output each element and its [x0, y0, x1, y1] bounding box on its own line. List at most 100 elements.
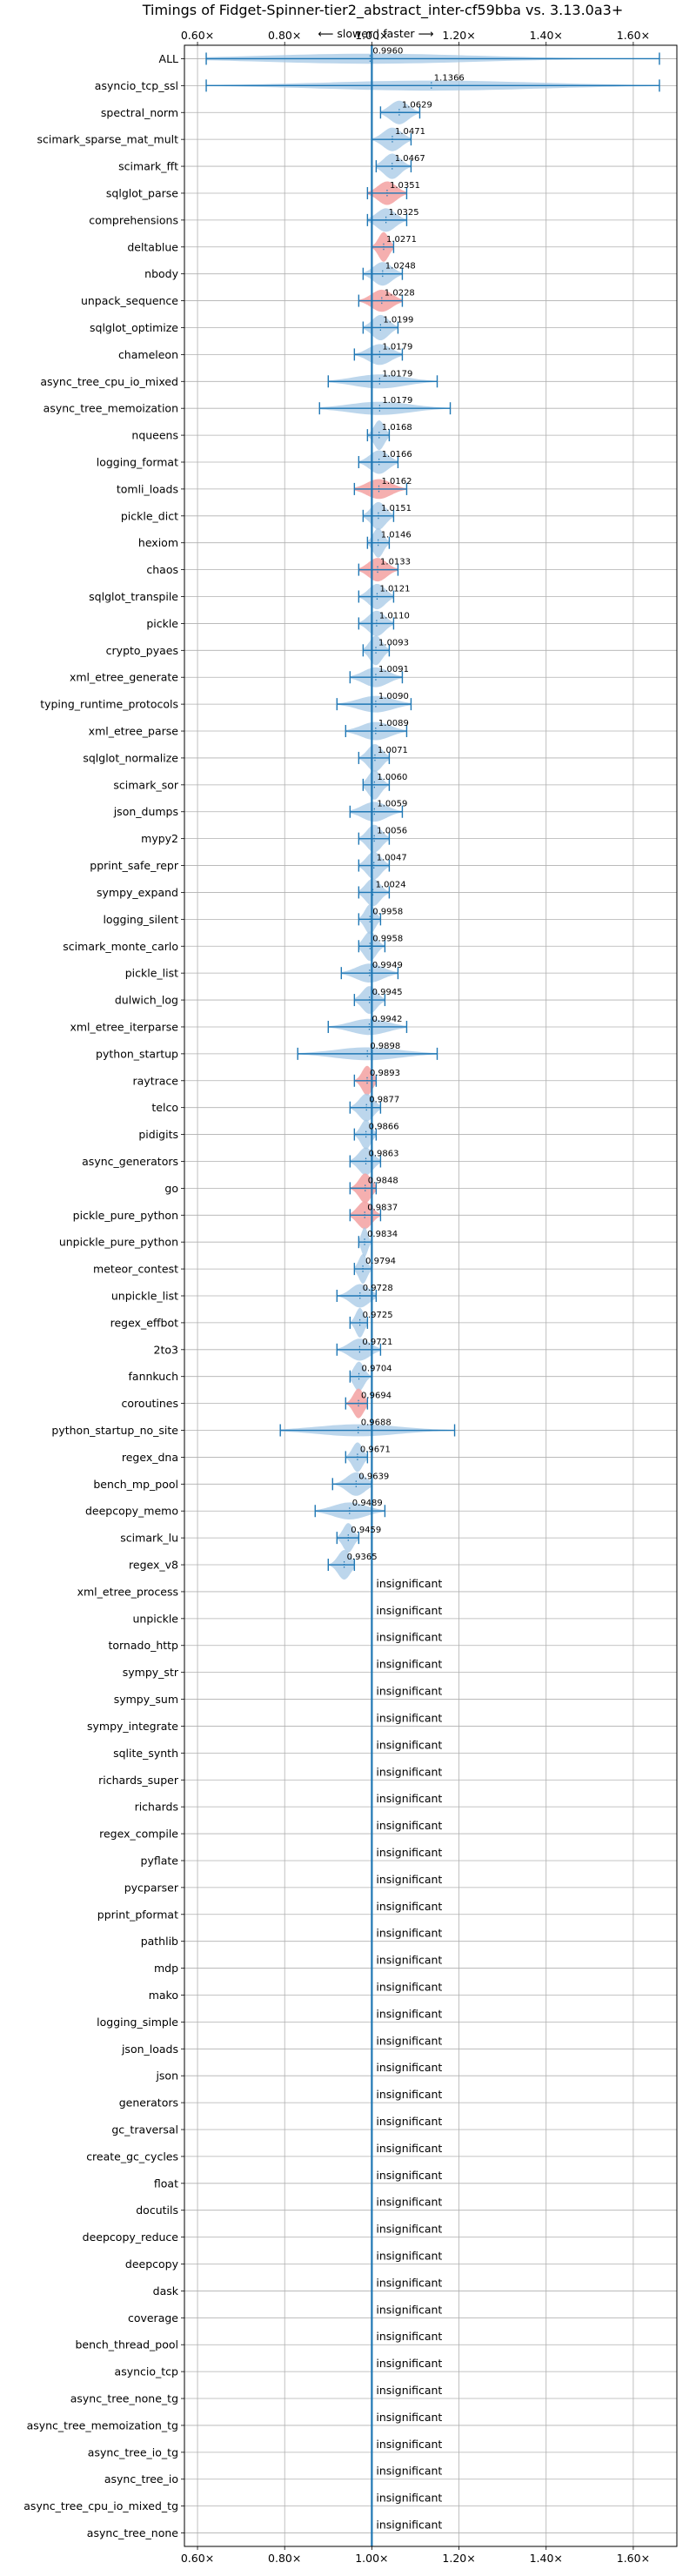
- y-tick-label: coverage: [128, 2311, 178, 2324]
- value-label: 1.0047: [377, 854, 407, 863]
- x-tick-label-bottom: 1.00×: [355, 2552, 388, 2565]
- y-tick-label: xml_etree_process: [77, 1585, 178, 1598]
- value-label: 1.0162: [381, 477, 412, 486]
- y-tick-label: async_tree_io_tg: [88, 2445, 178, 2459]
- insignificant-label: insignificant: [376, 2034, 442, 2047]
- insignificant-label: insignificant: [376, 1604, 442, 1617]
- y-tick-label: typing_runtime_protocols: [40, 698, 178, 711]
- insignificant-label: insignificant: [376, 1900, 442, 1913]
- value-label: 0.9949: [372, 961, 403, 970]
- y-tick-label: unpickle: [132, 1612, 178, 1625]
- insignificant-label: insignificant: [376, 2250, 442, 2263]
- x-tick-label-bottom: 1.60×: [617, 2552, 650, 2565]
- x-tick-label-bottom: 1.40×: [530, 2552, 563, 2565]
- x-tick-label-top: 0.80×: [268, 29, 301, 42]
- y-tick-label: pyflate: [141, 1854, 179, 1867]
- value-label: 0.9848: [368, 1176, 398, 1185]
- y-tick-label: pycparser: [124, 1881, 179, 1894]
- y-tick-label: async_tree_io: [104, 2472, 178, 2485]
- insignificant-label: insignificant: [376, 1738, 442, 1751]
- y-tick-label: json: [155, 2070, 178, 2083]
- y-tick-label: bench_thread_pool: [75, 2338, 178, 2351]
- value-label: 0.9893: [370, 1069, 400, 1078]
- value-label: 1.0199: [383, 315, 413, 325]
- insignificant-label: insignificant: [376, 2411, 442, 2424]
- y-tick-label: pickle_list: [125, 967, 178, 980]
- y-tick-label: docutils: [136, 2204, 178, 2217]
- y-tick-label: logging_silent: [103, 913, 178, 926]
- y-tick-label: mako: [149, 1989, 178, 2002]
- value-label: 1.0325: [389, 208, 419, 218]
- y-tick-label: async_generators: [82, 1155, 178, 1168]
- insignificant-label: insignificant: [376, 2223, 442, 2236]
- value-label: 0.9639: [358, 1472, 389, 1481]
- value-label: 1.0351: [390, 181, 420, 191]
- y-tick-label: meteor_contest: [93, 1263, 178, 1276]
- value-label: 0.9704: [362, 1365, 392, 1374]
- y-tick-label: crypto_pyaes: [106, 644, 178, 657]
- y-tick-label: richards: [135, 1801, 178, 1814]
- y-tick-label: sympy_expand: [97, 886, 178, 899]
- value-label: 1.0179: [382, 396, 412, 406]
- insignificant-label: insignificant: [376, 2330, 442, 2343]
- y-tick-label: bench_mp_pool: [93, 1478, 178, 1491]
- y-tick-label: spectral_norm: [101, 106, 178, 119]
- y-tick-label: sqlglot_normalize: [83, 751, 178, 764]
- value-label: 1.0151: [381, 504, 412, 513]
- direction-label: ⟵ slower | faster ⟶: [318, 27, 434, 40]
- insignificant-label: insignificant: [376, 1765, 442, 1778]
- value-label: 0.9945: [372, 988, 403, 997]
- value-label: 1.0471: [395, 127, 425, 137]
- value-label: 0.9489: [352, 1499, 383, 1508]
- insignificant-label: insignificant: [376, 2438, 442, 2451]
- y-tick-label: xml_etree_parse: [89, 725, 179, 738]
- y-tick-label: regex_compile: [99, 1828, 178, 1841]
- y-tick-label: json_dumps: [113, 805, 178, 818]
- x-tick-label-top: 1.40×: [530, 29, 563, 42]
- value-label: 1.0133: [380, 558, 411, 567]
- y-tick-label: async_tree_cpu_io_mixed: [40, 375, 178, 388]
- value-label: 1.0248: [385, 262, 416, 272]
- y-tick-label: tornado_http: [108, 1639, 178, 1652]
- y-tick-label: sqlite_synth: [113, 1747, 178, 1760]
- y-tick-label: asyncio_tcp: [115, 2365, 179, 2378]
- x-tick-label-top: 1.00×: [355, 29, 388, 42]
- y-tick-label: ALL: [159, 52, 179, 65]
- value-label: 1.0629: [402, 100, 432, 110]
- y-tick-label: regex_dna: [122, 1451, 178, 1464]
- value-label: 1.0059: [377, 800, 407, 809]
- y-tick-label: dulwich_log: [115, 994, 178, 1007]
- value-label: 1.0166: [382, 450, 412, 460]
- y-tick-label: xml_etree_iterparse: [70, 1020, 178, 1033]
- value-label: 1.0091: [378, 665, 409, 674]
- y-tick-label: pickle_pure_python: [73, 1209, 178, 1222]
- y-tick-label: unpickle_pure_python: [59, 1236, 178, 1249]
- y-tick-label: async_tree_memoization_tg: [27, 2418, 178, 2432]
- insignificant-label: insignificant: [376, 2519, 442, 2532]
- y-tick-label: python_startup: [96, 1047, 178, 1060]
- y-tick-label: create_gc_cycles: [86, 2150, 178, 2163]
- value-label: 1.0271: [386, 235, 417, 245]
- x-tick-label-bottom: 0.80×: [268, 2552, 301, 2565]
- y-tick-label: scimark_fft: [118, 160, 178, 173]
- y-tick-label: raytrace: [133, 1074, 179, 1087]
- value-label: 1.0168: [382, 423, 412, 433]
- insignificant-label: insignificant: [376, 2465, 442, 2478]
- y-tick-label: regex_effbot: [110, 1316, 178, 1329]
- insignificant-label: insignificant: [376, 1980, 442, 1993]
- y-tick-label: coroutines: [122, 1397, 178, 1410]
- value-label: 0.9958: [372, 907, 403, 916]
- y-tick-label: go: [164, 1182, 178, 1195]
- value-label: 0.9863: [369, 1149, 399, 1158]
- value-label: 0.9459: [351, 1526, 381, 1535]
- y-tick-label: float: [154, 2177, 178, 2190]
- y-tick-label-layer: ALL asyncio_tcp_ssl spectral_norm scimark_s…: [23, 52, 179, 2539]
- y-tick-label: nbody: [144, 267, 178, 280]
- value-label: 1.0121: [379, 585, 410, 594]
- y-tick-label: scimark_sor: [113, 778, 178, 791]
- y-tick-label: 2to3: [154, 1343, 178, 1356]
- x-tick-label-layer: 0.60× 0.60× 0.80× 0.80× 1.00× 1.00× 1.20× 1.20×…: [181, 29, 650, 2565]
- y-tick-label: unpickle_list: [111, 1290, 178, 1303]
- y-tick-label: sqlglot_parse: [106, 186, 178, 199]
